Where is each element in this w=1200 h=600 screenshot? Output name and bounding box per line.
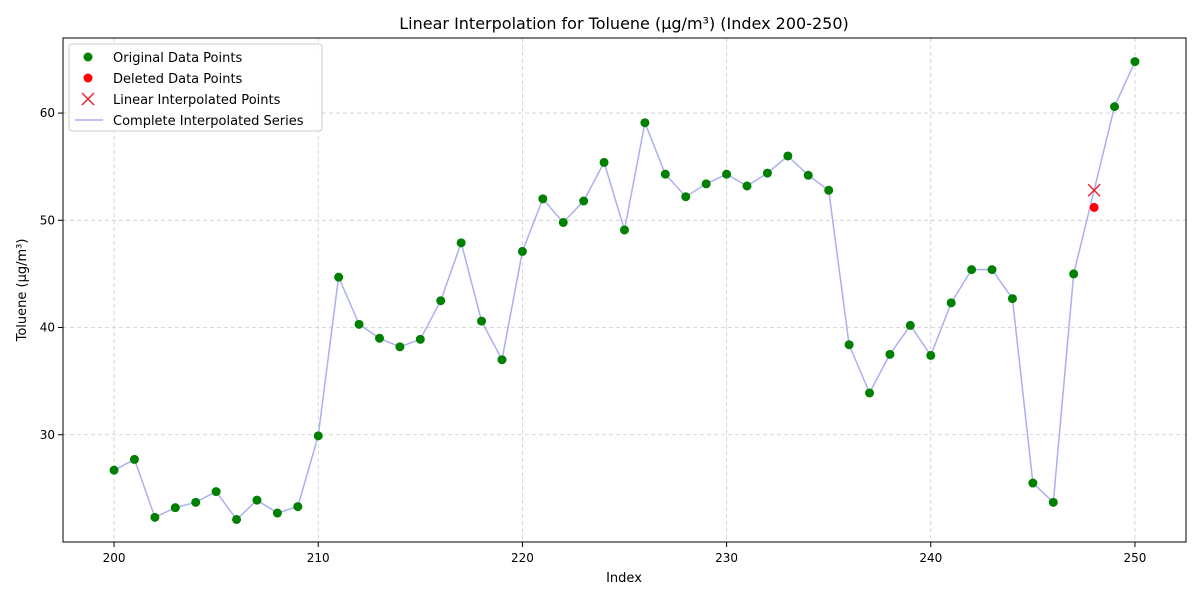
original-data-point [517,246,527,256]
original-data-point [701,179,711,189]
original-data-point [783,151,793,161]
original-data-point [150,512,160,522]
original-data-point [1110,102,1120,112]
original-data-point [926,350,936,360]
original-data-point [1048,497,1058,507]
marker-layer [109,57,1140,524]
original-data-point [967,265,977,275]
original-data-point [620,225,629,235]
original-data-point [987,265,997,275]
y-tick-label: 60 [40,106,55,120]
legend-label: Original Data Points [113,51,242,66]
chart-title: Linear Interpolation for Toluene (µg/m³)… [399,14,849,33]
x-tick-label: 200 [103,551,126,565]
legend-label: Linear Interpolated Points [113,93,281,108]
x-tick-label: 250 [1124,551,1147,565]
legend-x-icon [81,92,95,106]
original-data-point [191,497,201,507]
original-data-point [334,272,344,282]
x-tick-label: 210 [307,551,330,565]
y-axis-label: Toluene (µg/m³) [15,239,30,343]
y-tick-label: 40 [40,321,55,335]
original-data-point [497,355,507,365]
original-data-point [313,431,323,441]
original-data-point [762,168,772,178]
original-data-point [415,334,425,344]
original-data-point [599,157,609,167]
original-data-point [1007,294,1017,304]
original-data-point [824,185,834,195]
original-data-point [456,238,466,248]
legend-dot-icon [83,73,93,83]
original-data-point [170,503,180,513]
original-data-point [558,217,568,227]
original-data-point [905,320,915,330]
y-tick-label: 30 [40,428,55,442]
original-data-point [640,118,650,128]
legend-entry: Linear Interpolated Points [81,92,281,108]
original-data-point [477,316,487,326]
legend-entry: Deleted Data Points [83,72,243,87]
x-axis-label: Index [606,571,642,586]
legend-label: Complete Interpolated Series [113,114,304,129]
original-data-point [252,495,262,505]
original-data-point [1028,478,1038,488]
original-data-point [272,508,282,518]
linear-interpolated-point [1087,183,1101,197]
original-data-point [885,349,895,359]
x-tick-label: 220 [511,551,534,565]
y-tick-label: 50 [40,213,55,227]
original-data-point [232,514,242,524]
original-data-point [395,342,405,352]
original-data-point [722,169,732,179]
x-tick-label: 240 [919,551,942,565]
legend-box [68,43,323,132]
deleted-data-point [1089,202,1099,212]
original-data-point [742,181,752,191]
original-data-point [374,333,384,343]
original-data-point [293,502,303,512]
original-data-point [354,319,364,329]
original-data-point [844,340,854,350]
original-data-point [538,194,548,204]
x-tick-label: 230 [715,551,738,565]
original-data-point [1130,57,1140,67]
original-data-point [946,298,956,308]
original-data-point [436,296,446,306]
original-data-point [660,169,670,179]
original-data-point [129,454,139,464]
legend: Original Data Points Deleted Data Points L… [68,43,323,132]
legend-label: Deleted Data Points [113,72,243,87]
original-data-point [109,465,119,475]
legend-dot-icon [83,52,93,62]
original-data-point [681,192,691,202]
original-data-point [865,388,875,398]
legend-entry: Original Data Points [83,51,242,66]
original-data-point [211,487,221,497]
original-data-point [579,196,589,206]
plot-frame [62,37,1187,543]
axis-ticks: 200 210 220 230 240 250 30 40 50 60 [40,106,1147,565]
original-data-point [1069,269,1079,279]
legend-entry: Complete Interpolated Series [75,114,304,129]
original-data-point [803,170,813,180]
